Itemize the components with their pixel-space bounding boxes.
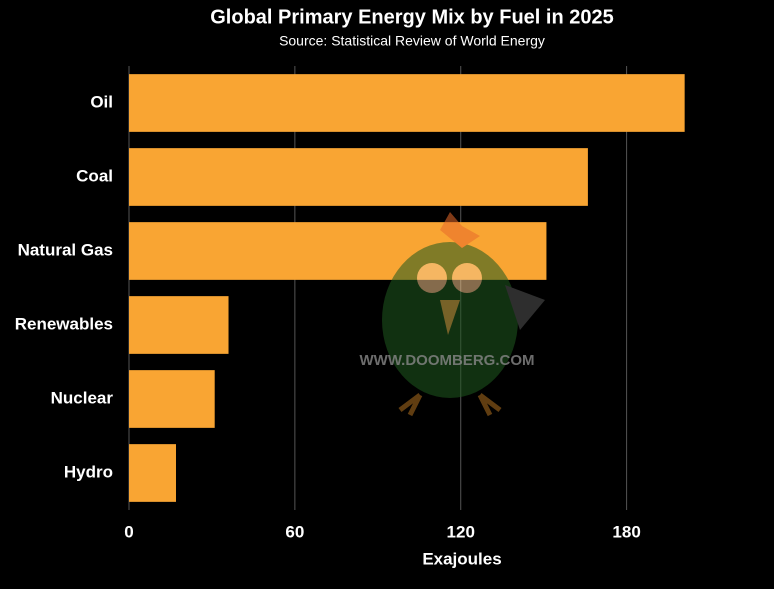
- bar: [129, 74, 685, 132]
- watermark-text: WWW.DOOMBERG.COM: [360, 352, 535, 369]
- y-tick-label: Natural Gas: [18, 240, 113, 259]
- y-tick-label: Coal: [76, 166, 113, 185]
- x-axis-label: Exajoules: [422, 549, 501, 568]
- chart-subtitle: Source: Statistical Review of World Ener…: [279, 33, 545, 49]
- bar: [129, 370, 215, 428]
- y-tick-label: Hydro: [64, 462, 113, 481]
- x-tick-label: 0: [124, 522, 133, 541]
- y-tick-label: Renewables: [15, 314, 113, 333]
- watermark-logo: [382, 212, 545, 417]
- y-tick-label: Nuclear: [51, 388, 114, 407]
- chart-title: Global Primary Energy Mix by Fuel in 202…: [210, 6, 613, 28]
- x-tick-label: 60: [285, 522, 304, 541]
- x-tick-label: 120: [447, 522, 475, 541]
- bar: [129, 444, 176, 502]
- bar: [129, 296, 229, 354]
- y-tick-label: Oil: [90, 92, 113, 111]
- x-tick-label: 180: [612, 522, 640, 541]
- bar: [129, 148, 588, 206]
